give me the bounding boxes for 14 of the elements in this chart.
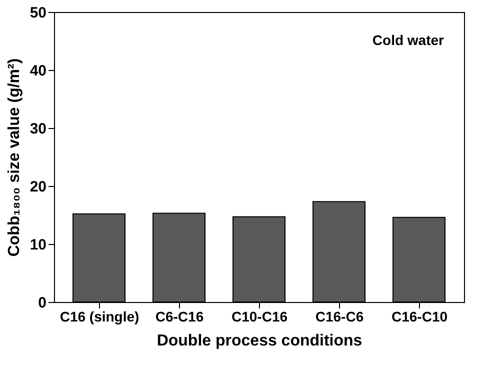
annotation: Cold water bbox=[372, 32, 445, 48]
y-tick-label: 0 bbox=[38, 294, 46, 312]
y-axis-title: Cobb₁₈₀₀ size value (g/m²) bbox=[6, 58, 23, 257]
y-tick-label: 30 bbox=[30, 120, 46, 138]
x-tick-label: C6-C16 bbox=[155, 308, 204, 324]
x-tick-label: C16-C10 bbox=[391, 308, 448, 324]
y-tick-label: 20 bbox=[30, 178, 46, 196]
x-tick-label: C16 (single) bbox=[60, 308, 140, 324]
y-tick-label: 50 bbox=[30, 4, 46, 22]
x-tick-label: C16-C6 bbox=[315, 308, 364, 324]
x-axis-title: Double process conditions bbox=[156, 332, 362, 350]
y-tick-label: 10 bbox=[30, 236, 46, 254]
y-tick-label: 40 bbox=[30, 62, 46, 80]
x-tick-label: C10-C16 bbox=[231, 308, 288, 324]
